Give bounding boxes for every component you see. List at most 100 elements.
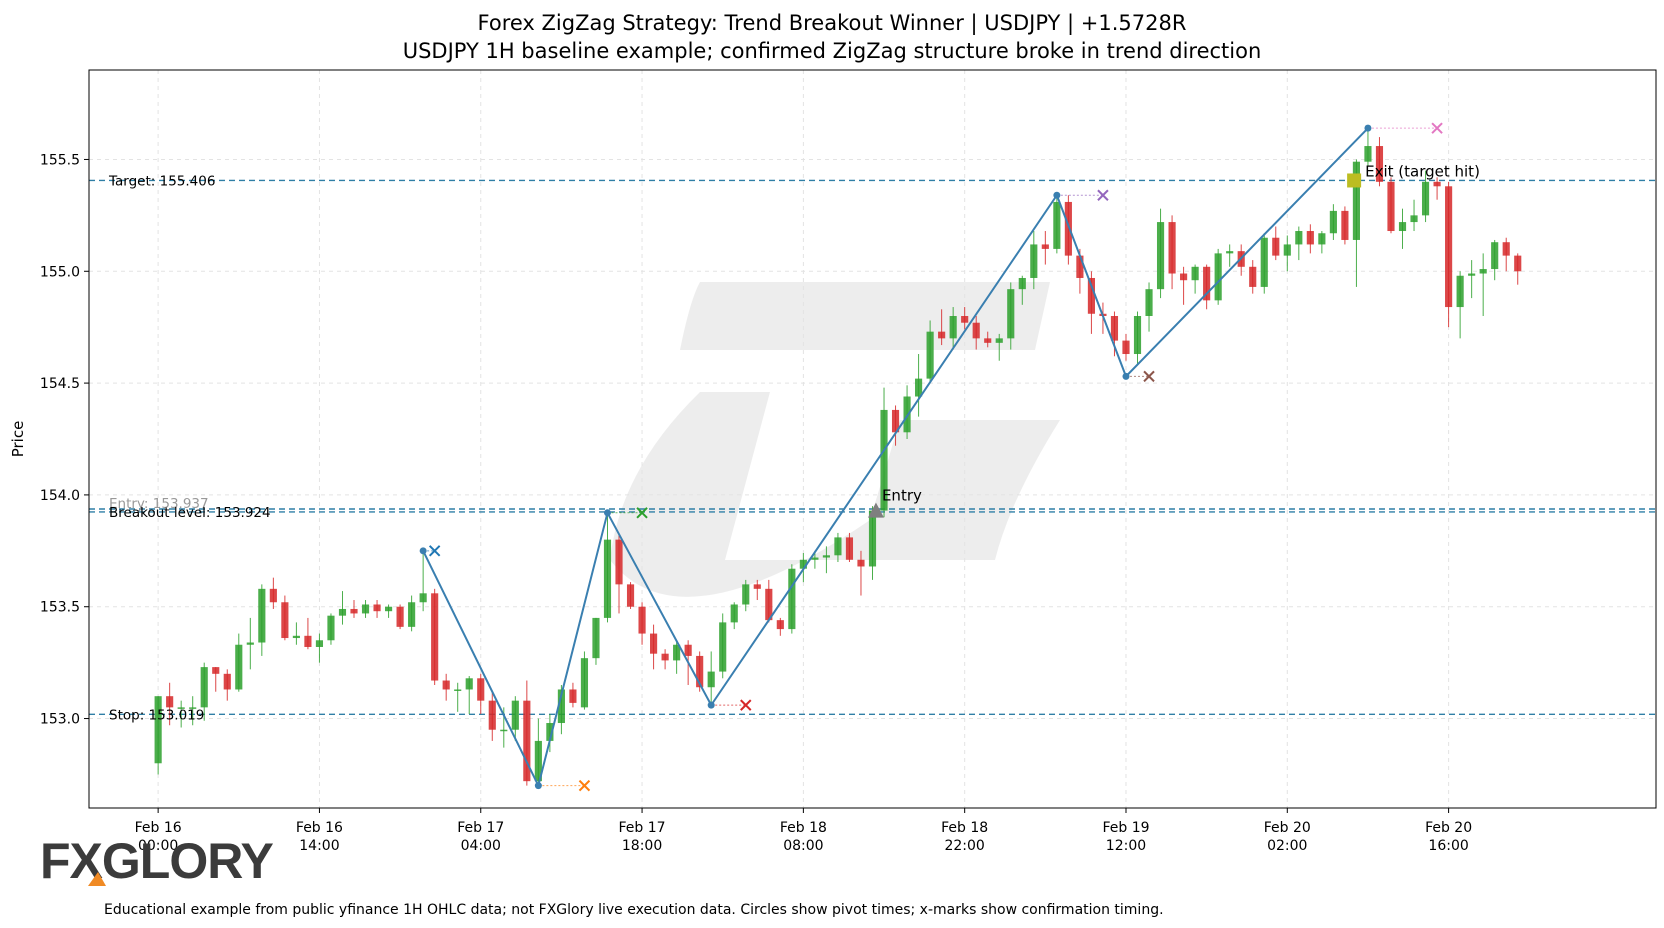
candle-body	[385, 606, 393, 612]
candle-body	[281, 602, 289, 639]
candle-body	[1087, 277, 1095, 314]
candle-body	[868, 510, 877, 567]
candle-body	[1122, 340, 1130, 355]
exit-marker	[1347, 173, 1362, 188]
candle-body	[1249, 266, 1257, 287]
candle-body	[1502, 242, 1510, 256]
candle-body	[730, 604, 738, 623]
exit-label: Exit (target hit)	[1365, 162, 1480, 180]
y-axis-label: Price	[9, 421, 27, 458]
candle-body	[338, 608, 347, 616]
candle-body	[1479, 269, 1487, 274]
candle-body	[615, 539, 623, 585]
candle-body	[938, 331, 946, 339]
candle-body	[1030, 244, 1038, 278]
confirmation-x-marker	[1431, 122, 1443, 134]
candle-body	[1341, 210, 1349, 240]
candle-body	[650, 633, 658, 654]
confirmation-x-marker	[740, 699, 752, 711]
candle-body	[903, 396, 911, 433]
candle-body	[154, 696, 162, 764]
watermark-logo	[610, 282, 1060, 597]
candle-body	[1203, 266, 1211, 301]
confirmation-x-marker	[636, 507, 648, 519]
candle-body	[857, 559, 865, 567]
candle-body	[269, 588, 277, 603]
candle-body	[1191, 266, 1199, 281]
confirmation-x-marker	[578, 779, 591, 792]
plot-frame	[88, 69, 1657, 809]
candle-body	[961, 316, 969, 323]
candle-body	[235, 644, 243, 690]
candle-body	[765, 588, 773, 621]
candle-body	[742, 584, 750, 605]
candle-body	[1295, 231, 1303, 245]
candle-body	[477, 678, 485, 701]
candle-body	[569, 689, 577, 703]
chart-subtitle: USDJPY 1H baseline example; confirmed Zi…	[402, 39, 1262, 63]
candle-body	[1387, 181, 1395, 232]
candle-body	[845, 537, 854, 560]
candle-body	[1514, 255, 1522, 272]
candle-body	[1318, 233, 1326, 245]
candle-body	[1306, 231, 1314, 245]
candle-body	[511, 700, 519, 730]
candle-body	[1364, 146, 1372, 162]
level-label: Breakout level: 153.924	[109, 505, 271, 521]
candle-body	[926, 331, 934, 379]
candle-body	[500, 729, 508, 732]
x-tick-label: Feb 17	[619, 820, 666, 836]
candle-body	[557, 689, 565, 724]
candle-body	[696, 655, 704, 688]
candle-body	[177, 707, 185, 709]
x-tick-label: 12:00	[1106, 838, 1146, 854]
candle-body	[350, 608, 358, 614]
candle-body	[822, 555, 830, 558]
y-tick-label: 154.0	[40, 488, 80, 504]
candle-body	[880, 409, 888, 511]
candle-body	[580, 658, 589, 708]
candle-body	[258, 588, 266, 643]
candle-body	[949, 316, 957, 339]
candle-body	[626, 584, 635, 607]
x-tick-label: 14:00	[299, 838, 339, 854]
y-tick-label: 154.5	[40, 376, 80, 392]
logo-accent-icon	[88, 872, 106, 886]
candle-body	[661, 653, 669, 661]
candle-body	[534, 740, 542, 782]
candle-body	[776, 620, 784, 630]
candle-body	[189, 707, 197, 709]
y-tick-label: 155.0	[40, 264, 80, 280]
x-tick-label: 02:00	[1267, 838, 1307, 854]
level-label: Stop: 153.019	[109, 707, 204, 723]
candle-body	[523, 700, 531, 782]
candle-body	[327, 615, 335, 641]
candle-body	[1283, 244, 1291, 256]
watermark-shape	[610, 392, 1060, 597]
candle-body	[1421, 181, 1430, 216]
candle-body	[1156, 222, 1165, 290]
candle-body	[200, 667, 208, 708]
candle-body	[915, 378, 923, 397]
x-tick-label: Feb 19	[1102, 820, 1149, 836]
candle-body	[984, 338, 992, 343]
candle-body	[1352, 161, 1360, 240]
candle-body	[315, 640, 324, 647]
x-tick-label: 18:00	[622, 838, 662, 854]
candle-body	[972, 322, 980, 339]
zigzag-pivot	[419, 547, 427, 555]
x-tick-label: 16:00	[1428, 838, 1468, 854]
candle-body	[1214, 253, 1222, 301]
candle-body	[592, 617, 600, 659]
x-tick-label: Feb 16	[135, 820, 182, 836]
candle-body	[1180, 273, 1188, 281]
candle-body	[246, 642, 254, 645]
zigzag-pivot	[534, 782, 542, 790]
chart-title: Forex ZigZag Strategy: Trend Breakout Wi…	[477, 11, 1187, 35]
candle-body	[719, 622, 727, 672]
zigzag-pivot	[603, 509, 611, 517]
candle-body	[1064, 201, 1072, 256]
x-tick-label: Feb 18	[941, 820, 988, 836]
candle-body	[603, 539, 612, 618]
candle-body	[995, 338, 1003, 343]
